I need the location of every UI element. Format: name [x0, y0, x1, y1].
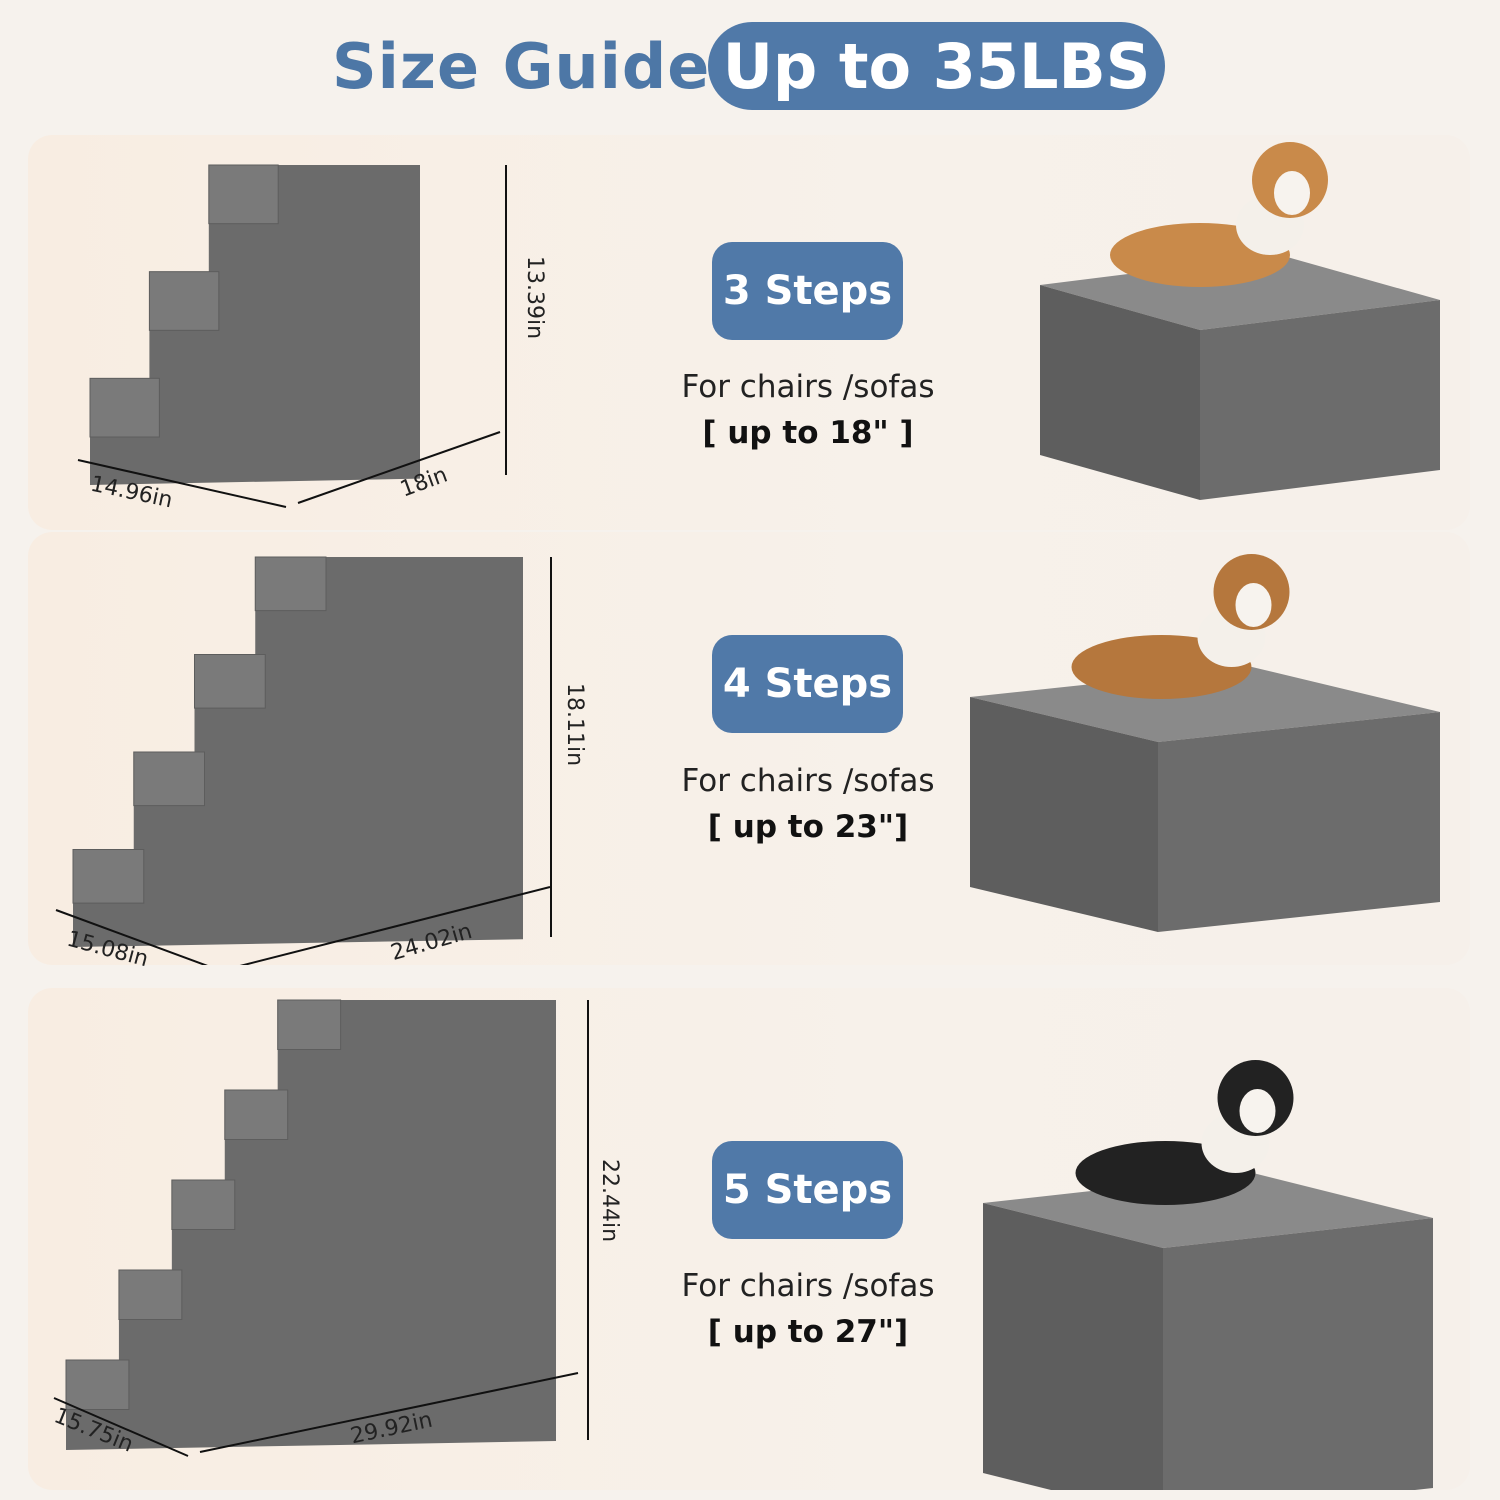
width-arrow: [77, 459, 287, 508]
stairs-side-face: [73, 557, 523, 947]
stairs-illustration: [55, 554, 1440, 965]
folded-stairs-side: [1158, 712, 1440, 932]
dog-muzzle: [1235, 583, 1272, 627]
product-panel-3-steps: 3 Steps For chairs /sofas [ up to 18" ] …: [28, 135, 1470, 530]
steps-badge: 5 Steps: [712, 1141, 903, 1239]
folded-stairs-front: [1040, 285, 1200, 500]
step-tread-4: [224, 1089, 289, 1140]
folded-stairs-front: [983, 1203, 1163, 1490]
step-tread-3: [171, 1179, 236, 1230]
width-arrow: [55, 909, 208, 965]
product-panel-4-steps: 4 Steps For chairs /sofas [ up to 23"] 1…: [28, 532, 1470, 972]
step-tread-1: [89, 377, 160, 438]
height-dimension: 18.11in: [562, 682, 588, 767]
dog-muzzle: [1239, 1089, 1276, 1133]
page-title: Size Guide: [332, 30, 711, 103]
length-arrow: [199, 1372, 579, 1453]
stairs-illustration: [77, 142, 1440, 508]
step-tread-3: [208, 164, 279, 225]
length-arrow: [297, 431, 501, 504]
height-dimension: 22.44in: [597, 1158, 623, 1243]
stairs-illustration: [53, 999, 1433, 1490]
width-arrow: [53, 1397, 189, 1457]
use-text: For chairs /sofas: [681, 369, 935, 405]
step-tread-2: [118, 1269, 183, 1320]
folded-stairs-top: [970, 667, 1440, 742]
steps-badge: 3 Steps: [712, 242, 903, 340]
use-text: For chairs /sofas: [681, 1268, 935, 1304]
steps-badge: 4 Steps: [712, 635, 903, 733]
step-tread-4: [254, 556, 327, 612]
height-limit: [ up to 27"]: [707, 1314, 909, 1350]
folded-stairs-front: [970, 697, 1158, 932]
height-limit: [ up to 23"]: [707, 809, 909, 845]
dog-muzzle: [1274, 171, 1310, 215]
step-tread-2: [133, 751, 205, 807]
step-tread-5: [277, 999, 342, 1050]
stairs-side-face: [66, 1000, 556, 1450]
folded-stairs-side: [1200, 300, 1440, 500]
product-panel-5-steps: 5 Steps For chairs /sofas [ up to 27"] 2…: [28, 988, 1470, 1490]
height-limit: [ up to 18" ]: [702, 415, 914, 451]
folded-stairs-side: [1163, 1218, 1433, 1490]
step-tread-2: [148, 271, 220, 331]
step-tread-1: [65, 1359, 130, 1410]
step-tread-3: [194, 654, 266, 709]
height-dimension: 13.39in: [522, 255, 548, 340]
length-arrow: [239, 886, 551, 965]
step-tread-1: [72, 849, 145, 904]
use-text: For chairs /sofas: [681, 763, 935, 799]
capacity-badge: Up to 35LBS: [708, 22, 1165, 110]
stairs-side-face: [90, 165, 420, 485]
